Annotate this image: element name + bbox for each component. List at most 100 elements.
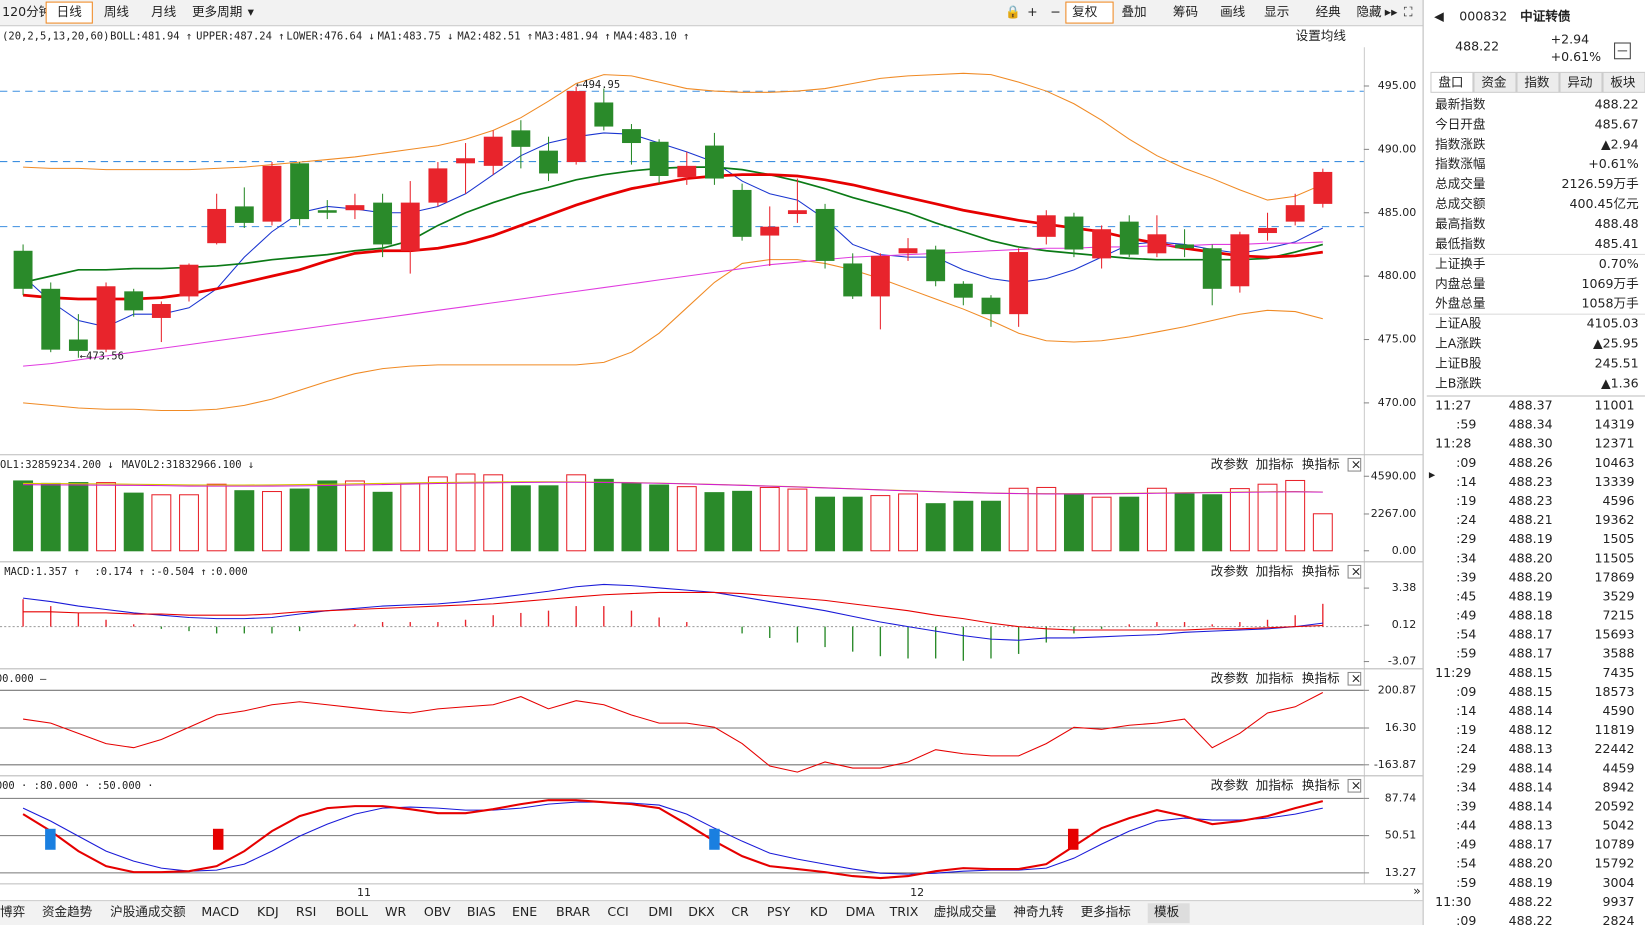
period-tab[interactable]: 月线 <box>151 4 177 19</box>
tool-button[interactable]: 隐藏 <box>1356 4 1382 19</box>
panel-close[interactable] <box>1347 564 1362 579</box>
stat-label: 上证B股 <box>1435 356 1482 371</box>
side-tab[interactable]: 异动 <box>1567 74 1592 89</box>
bottom-tab[interactable]: 沪股通成交额 <box>110 904 186 919</box>
bottom-tab[interactable]: 虚拟成交量 <box>934 904 997 919</box>
panel-button[interactable]: 换指标 <box>1302 456 1340 471</box>
collapse-icon[interactable]: ▸▸ <box>1385 4 1398 19</box>
panel-close-x[interactable]: × <box>1351 670 1362 685</box>
bottom-tab[interactable]: OBV <box>424 904 451 919</box>
bottom-tab[interactable]: DKX <box>688 904 715 919</box>
panel-close[interactable] <box>1347 671 1362 686</box>
trade-volume: 1505 <box>1602 531 1634 546</box>
side-tab-bg[interactable] <box>1473 71 1517 93</box>
panel-button[interactable]: 改参数 <box>1211 670 1249 685</box>
bottom-tab[interactable]: CCI <box>607 904 628 919</box>
candle-body <box>566 91 586 163</box>
side-tab[interactable]: 盘口 <box>1438 74 1463 89</box>
candle-body <box>1064 216 1084 250</box>
panel-close-x[interactable]: × <box>1351 777 1362 792</box>
panel-close[interactable] <box>1347 457 1362 472</box>
bottom-tab[interactable]: MACD <box>201 904 239 919</box>
candle-body <box>1009 252 1029 315</box>
panel-button[interactable]: 改参数 <box>1211 777 1249 792</box>
volume-bar <box>732 490 753 552</box>
tool-button[interactable]: 显示 <box>1264 4 1289 19</box>
trade-volume: 13339 <box>1594 474 1634 489</box>
bottom-tab[interactable]: 博弈 <box>0 904 25 919</box>
stat-label: 指数涨幅 <box>1435 156 1485 171</box>
bottom-tab[interactable]: KDJ <box>257 904 279 919</box>
panel-close-x[interactable]: × <box>1351 456 1362 471</box>
candle-body <box>1175 244 1195 249</box>
y-tick-label: 16.30 <box>1385 721 1417 734</box>
period-tab[interactable]: 日线 <box>57 4 83 19</box>
side-tab[interactable]: 板块 <box>1610 74 1636 89</box>
side-tab[interactable]: 指数 <box>1524 74 1550 89</box>
candle-body <box>594 102 614 127</box>
trade-price: 488.22 <box>1509 894 1553 909</box>
bottom-tab[interactable]: DMI <box>648 904 672 919</box>
bottom-tab[interactable]: 神奇九转 <box>1013 904 1064 919</box>
side-tab-bg[interactable] <box>1559 71 1603 93</box>
bottom-tab[interactable]: ENE <box>512 904 537 919</box>
bottom-tab[interactable]: BRAR <box>556 904 590 919</box>
bottom-tab[interactable]: 模板 <box>1154 904 1180 919</box>
signal-marker <box>45 828 56 850</box>
tool-button[interactable]: 筹码 <box>1173 4 1198 19</box>
panel-button[interactable]: 加指标 <box>1256 563 1294 578</box>
zoom-in[interactable]: + <box>1027 4 1038 19</box>
side-tab-bg[interactable] <box>1430 71 1474 93</box>
candle-body <box>317 210 337 213</box>
panel-button[interactable]: 换指标 <box>1302 777 1340 792</box>
lock-icon[interactable]: 🔒 <box>1005 4 1021 19</box>
bottom-tab[interactable]: BIAS <box>467 904 496 919</box>
panel-close-x[interactable]: × <box>1351 563 1362 578</box>
tab-active[interactable] <box>1147 903 1190 924</box>
scroll-arrow[interactable]: » <box>1413 883 1421 898</box>
collapse-arrow[interactable]: ▸ <box>1429 467 1436 482</box>
bottom-tab[interactable]: TRIX <box>889 904 919 919</box>
panel-button[interactable]: 换指标 <box>1302 670 1340 685</box>
panel-button[interactable]: 加指标 <box>1256 777 1294 792</box>
bottom-tab[interactable]: DMA <box>846 904 876 919</box>
side-tab-bg[interactable] <box>1516 71 1560 93</box>
period-tab[interactable]: 120分钟 <box>2 4 51 19</box>
fullscreen-icon[interactable]: ⛶ <box>1403 4 1414 19</box>
bottom-tab[interactable]: PSY <box>767 904 791 919</box>
y-tick-label: 2267.00 <box>1371 507 1417 520</box>
back-arrow[interactable]: ◀ <box>1434 8 1444 23</box>
bottom-tab[interactable]: WR <box>385 904 406 919</box>
side-tab[interactable]: 资金 <box>1481 74 1507 89</box>
candle-body <box>262 165 282 222</box>
bottom-tab[interactable]: BOLL <box>336 904 368 919</box>
period-tab[interactable]: 周线 <box>104 4 130 19</box>
tool-button[interactable]: 画线 <box>1220 4 1246 19</box>
trade-time: :24 <box>1456 741 1476 756</box>
tool-button[interactable]: 经典 <box>1316 4 1342 19</box>
tool-button[interactable]: 叠加 <box>1121 4 1146 19</box>
tool-active[interactable] <box>1065 1 1114 24</box>
panel-button[interactable]: 改参数 <box>1211 563 1249 578</box>
bottom-tab[interactable]: 资金趋势 <box>42 904 93 919</box>
bottom-tab[interactable]: CR <box>731 904 749 919</box>
trade-time: :24 <box>1456 512 1476 527</box>
panel-close[interactable] <box>1347 778 1362 793</box>
panel-button[interactable]: 换指标 <box>1302 563 1340 578</box>
ma-settings[interactable]: 设置均线 <box>1296 28 1347 43</box>
period-active[interactable] <box>45 1 93 24</box>
volume-bar <box>981 500 1001 552</box>
bottom-tab[interactable]: 更多指标 <box>1081 904 1132 919</box>
bottom-tab[interactable]: KD <box>810 904 828 919</box>
candle-body <box>1258 227 1277 234</box>
volume-bar <box>676 486 697 552</box>
period-tab[interactable]: 更多周期 <box>192 4 242 19</box>
bottom-tab[interactable]: RSI <box>296 904 316 919</box>
zoom-out[interactable]: − <box>1050 4 1061 19</box>
tool-button[interactable]: 复权 <box>1072 4 1098 19</box>
volume-bar <box>123 492 144 552</box>
panel-button[interactable]: 加指标 <box>1256 670 1294 685</box>
panel-button[interactable]: 加指标 <box>1256 456 1294 471</box>
candle-body <box>539 150 558 174</box>
panel-button[interactable]: 改参数 <box>1211 456 1249 471</box>
